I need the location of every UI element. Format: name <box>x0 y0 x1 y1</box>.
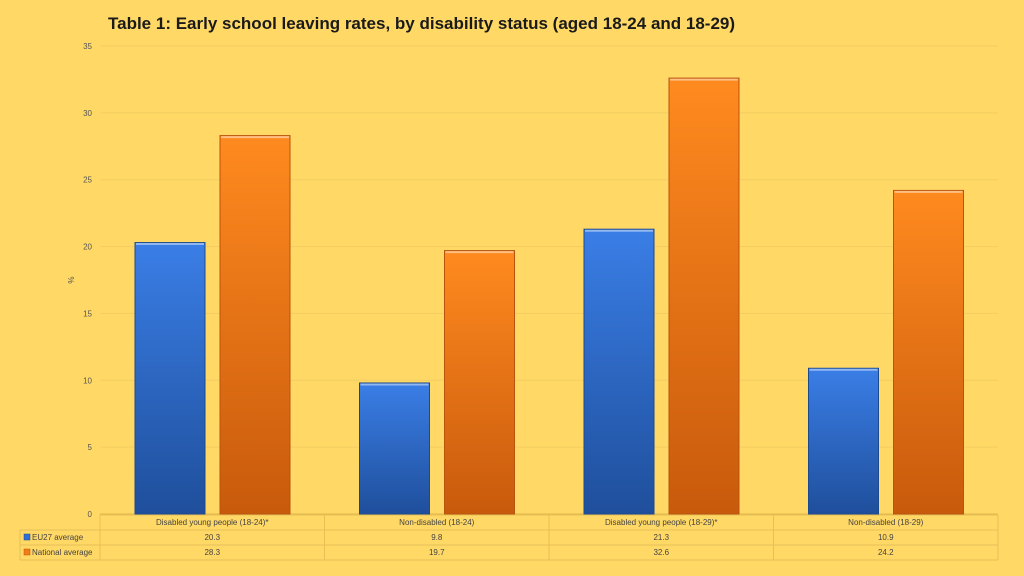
table-cell-value: 10.9 <box>878 533 894 542</box>
table-cell-value: 32.6 <box>653 548 669 557</box>
table-cell-value: 9.8 <box>431 533 443 542</box>
y-tick-label: 30 <box>83 109 92 118</box>
category-label: Disabled young people (18-29)* <box>605 518 718 527</box>
data-table: Disabled young people (18-24)* Non-disabl… <box>19 514 999 561</box>
bars <box>134 77 964 515</box>
legend-key-eu27 <box>23 533 31 541</box>
category-label: Disabled young people (18-24)* <box>156 518 269 527</box>
bar-eu27-1 <box>359 382 430 515</box>
chart-title: Table 1: Early school leaving rates, by … <box>108 14 736 33</box>
y-tick-label: 35 <box>83 42 92 51</box>
bar-national-3 <box>893 189 964 515</box>
table-cell-value: 21.3 <box>653 533 669 542</box>
y-tick-label: 15 <box>83 309 92 318</box>
y-tick-label: 5 <box>88 443 93 452</box>
bar-national-2 <box>668 77 740 515</box>
y-tick-label: 0 <box>88 510 93 519</box>
bar-national-0 <box>219 135 291 515</box>
table-cell-value: 28.3 <box>204 548 220 557</box>
category-label: Non-disabled (18-29) <box>848 518 923 527</box>
category-label: Non-disabled (18-24) <box>399 518 474 527</box>
y-tick-label: 10 <box>83 376 92 385</box>
bar-national-1 <box>444 250 515 515</box>
bar-eu27-2 <box>583 228 655 515</box>
y-axis-ticks: 0 5 10 15 20 25 30 35 <box>83 42 92 519</box>
table-cell-value: 24.2 <box>878 548 894 557</box>
table-cell-value: 20.3 <box>204 533 220 542</box>
bar-eu27-3 <box>808 367 879 515</box>
table-cell-value: 19.7 <box>429 548 445 557</box>
legend-series-name: EU27 average <box>32 533 84 542</box>
bar-eu27-0 <box>134 242 206 515</box>
legend-series-name: National average <box>32 548 93 557</box>
y-tick-label: 25 <box>83 176 92 185</box>
y-tick-label: 20 <box>83 243 92 252</box>
y-axis-label: % <box>67 276 76 283</box>
legend-key-national <box>23 548 31 556</box>
